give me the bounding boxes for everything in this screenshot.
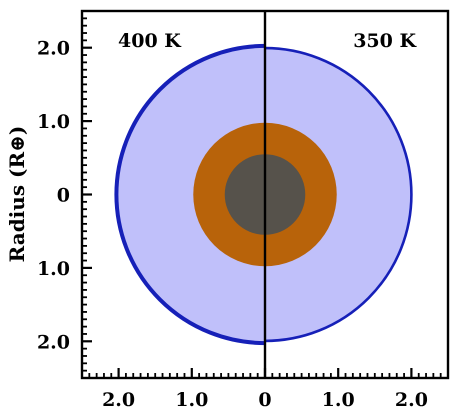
y-tick-label: 1.0 <box>37 111 70 133</box>
envelope-left-edge <box>114 43 266 346</box>
y-tick-label: 1.0 <box>37 258 70 280</box>
x-tick-label: 1.0 <box>175 389 208 411</box>
y-tick-label: 2.0 <box>37 38 70 60</box>
envelope-right-half <box>265 48 412 341</box>
envelope-right-edge <box>264 46 413 343</box>
x-tick-label: 0 <box>258 389 271 411</box>
x-tick-label: 2.0 <box>102 389 135 411</box>
x-tick-label: 1.0 <box>322 389 355 411</box>
right-half-label: 350 K <box>353 30 417 52</box>
left-half-label: 400 K <box>118 30 182 52</box>
y-tick-label: 0 <box>57 185 70 207</box>
y-axis-label: Radius (R⊕) <box>5 126 29 263</box>
plot-frame <box>80 9 450 380</box>
x-tick-label: 2.0 <box>395 389 428 411</box>
y-tick-label: 2.0 <box>37 331 70 353</box>
envelope-left-half <box>116 45 266 344</box>
